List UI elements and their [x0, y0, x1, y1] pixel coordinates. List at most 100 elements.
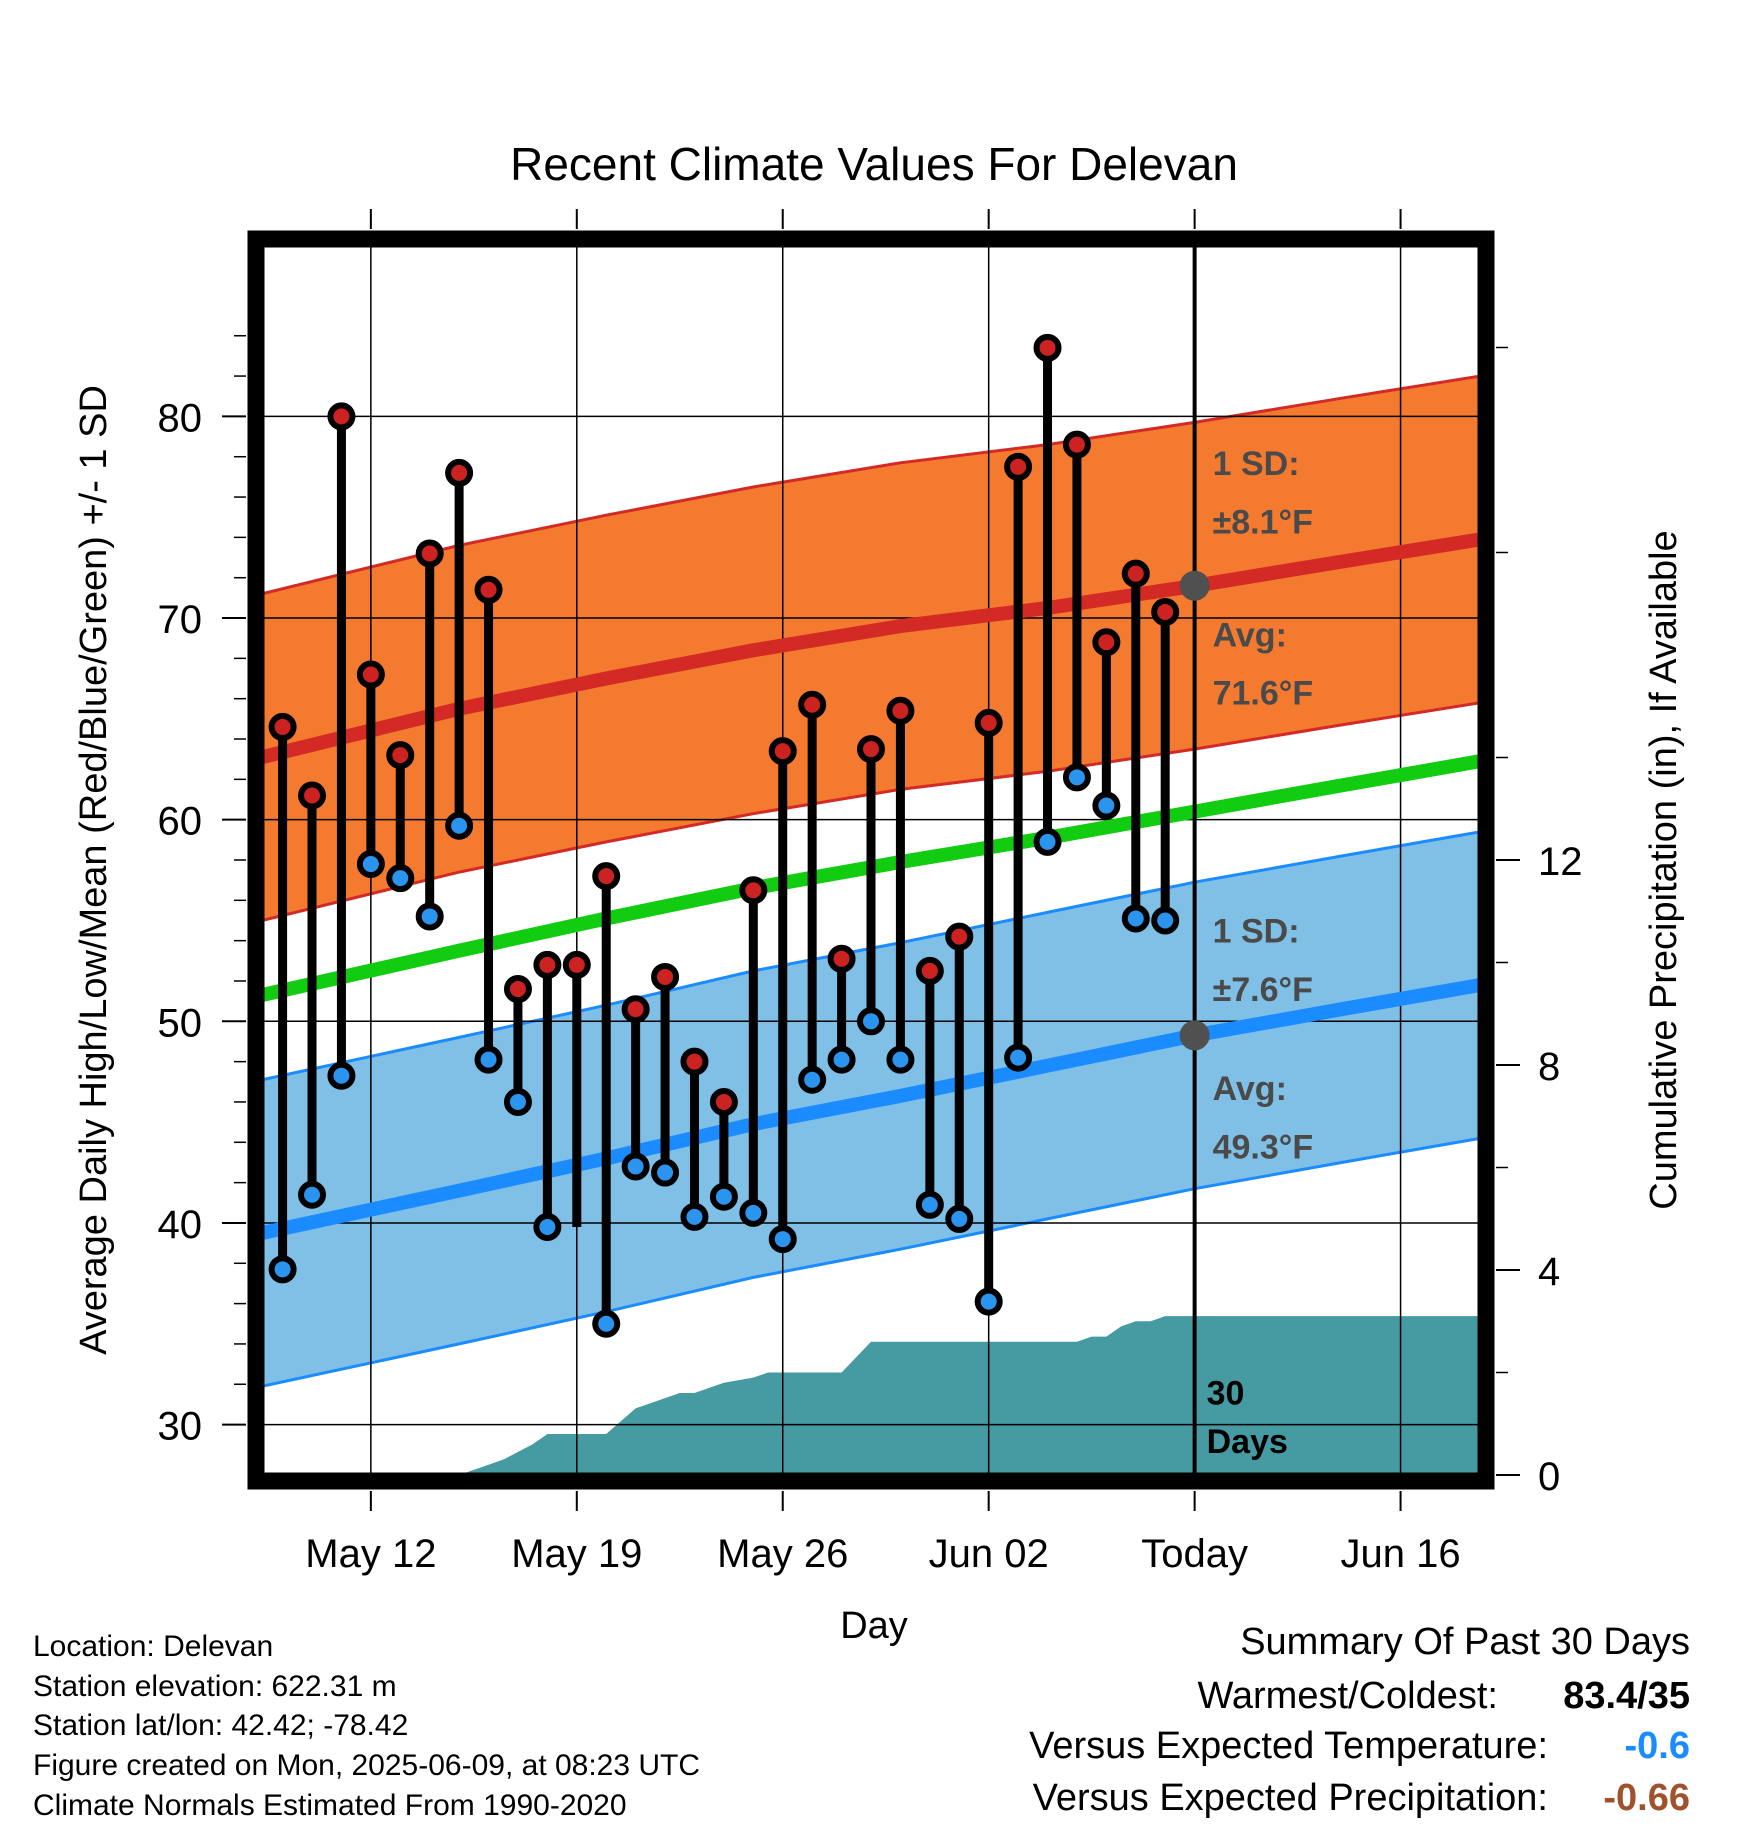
summary-warmest-value: 83.4/35 — [1563, 1675, 1690, 1717]
daily-low-marker — [386, 864, 415, 893]
low-avg-value: 49.3°F — [1213, 1128, 1314, 1166]
daily-low-marker — [298, 1180, 327, 1209]
low-sd-band-lower — [262, 1136, 1480, 1388]
daily-high-marker — [327, 402, 356, 431]
y2-axis-label: Cumulative Precipitation (in), If Availa… — [1643, 530, 1685, 1209]
summary-precip-row: Versus Expected Precipitation: -0.66 — [1033, 1774, 1690, 1822]
today-low-avg-marker — [1179, 1020, 1210, 1051]
x-tick-label: Today — [1141, 1532, 1248, 1576]
daily-high-marker — [768, 737, 797, 766]
summary-temp-label: Versus Expected Temperature: — [1029, 1725, 1548, 1767]
daily-high-marker — [680, 1047, 709, 1076]
x-tick-label: May 12 — [305, 1532, 436, 1576]
daily-low-marker — [503, 1087, 532, 1116]
y-axis-label: Average Daily High/Low/Mean (Red/Blue/Gr… — [73, 385, 115, 1355]
daily-high-marker — [386, 741, 415, 770]
low-avg-label: Avg: — [1213, 1070, 1287, 1108]
plot-area — [262, 245, 1480, 1475]
daily-high-marker — [1092, 628, 1121, 657]
daily-high-marker — [298, 781, 327, 810]
x-tick-label: May 26 — [717, 1532, 848, 1576]
daily-low-marker — [1004, 1043, 1033, 1072]
plot-frame — [247, 230, 1495, 1490]
high-sd-value: ±8.1°F — [1213, 503, 1313, 541]
daily-high-marker — [503, 975, 532, 1004]
y-tick-label: 40 — [158, 1203, 203, 1247]
summary-warmest-label: Warmest/Coldest: — [1197, 1675, 1498, 1717]
daily-low-marker — [592, 1309, 621, 1338]
daily-high-marker — [474, 575, 503, 604]
daily-high-marker — [533, 950, 562, 979]
y-tick-label: 70 — [158, 598, 203, 642]
daily-low-marker — [1151, 906, 1180, 935]
x-tick-label: Jun 16 — [1341, 1532, 1461, 1576]
daily-high-marker — [1151, 597, 1180, 626]
summary-warmest-row: Warmest/Coldest: 83.4/35 — [1197, 1672, 1690, 1720]
daily-low-marker — [651, 1158, 680, 1187]
daily-low-marker — [886, 1045, 915, 1074]
daily-high-marker — [886, 696, 915, 725]
days-label-text: Days — [1207, 1423, 1288, 1461]
days-label-number: 30 — [1207, 1374, 1245, 1412]
precip-area — [262, 1316, 1480, 1475]
daily-low-marker — [1033, 827, 1062, 856]
daily-low-marker — [827, 1045, 856, 1074]
daily-high-marker — [798, 690, 827, 719]
avg-low-line — [262, 978, 1480, 1240]
x-axis-label: Day — [840, 1605, 908, 1647]
y-tick-label: 50 — [158, 1001, 203, 1045]
daily-high-marker — [592, 862, 621, 891]
daily-high-marker — [445, 458, 474, 487]
info-location: Location: Delevan — [33, 1630, 274, 1663]
daily-low-marker — [327, 1061, 356, 1090]
daily-low-marker — [621, 1152, 650, 1181]
summary-precip-value: -0.66 — [1603, 1777, 1690, 1819]
daily-low-marker — [739, 1198, 768, 1227]
high-sd-label: 1 SD: — [1213, 445, 1300, 483]
daily-low-marker — [268, 1255, 297, 1284]
daily-high-marker — [739, 876, 768, 905]
high-sd-band — [262, 376, 1480, 921]
high-avg-value: 71.6°F — [1213, 675, 1314, 713]
daily-high-marker — [827, 944, 856, 973]
y2-tick-label: 12 — [1538, 840, 1583, 884]
daily-high-marker — [1004, 452, 1033, 481]
high-avg-label: Avg: — [1213, 616, 1287, 654]
daily-high-marker — [562, 950, 591, 979]
y-tick-label: 30 — [158, 1405, 203, 1449]
x-tick-label: May 19 — [511, 1532, 642, 1576]
daily-low-marker — [1092, 791, 1121, 820]
daily-high-marker — [915, 956, 944, 985]
summary-precip-label: Versus Expected Precipitation: — [1032, 1777, 1548, 1819]
summary-temp-row: Versus Expected Temperature: -0.6 — [1029, 1722, 1690, 1770]
high-sd-band-upper — [262, 374, 1480, 596]
info-normals: Climate Normals Estimated From 1990-2020 — [33, 1789, 627, 1822]
y-tick-label: 80 — [158, 396, 203, 440]
summary-temp-value: -0.6 — [1624, 1725, 1690, 1767]
daily-high-marker — [621, 995, 650, 1024]
daily-low-marker — [533, 1212, 562, 1241]
daily-low-marker — [857, 1007, 885, 1036]
daily-high-marker — [857, 735, 885, 764]
daily-high-marker — [945, 922, 974, 951]
y2-tick-label: 8 — [1538, 1045, 1560, 1089]
daily-high-marker — [268, 712, 297, 741]
daily-high-marker — [1062, 430, 1091, 459]
low-sd-band — [262, 831, 1480, 1387]
daily-low-marker — [445, 811, 474, 840]
daily-low-marker — [680, 1202, 709, 1231]
daily-low-marker — [974, 1287, 1003, 1316]
info-elevation: Station elevation: 622.31 m — [33, 1670, 397, 1703]
daily-low-marker — [945, 1204, 974, 1233]
chart-title: Recent Climate Values For Delevan — [510, 138, 1238, 190]
avg-high-line — [262, 532, 1480, 764]
daily-low-marker — [768, 1225, 797, 1254]
summary-title: Summary Of Past 30 Days — [1240, 1621, 1690, 1663]
daily-low-marker — [415, 902, 444, 931]
daily-low-marker — [474, 1045, 503, 1074]
info-created: Figure created on Mon, 2025-06-09, at 08… — [33, 1749, 701, 1782]
y2-tick-label: 4 — [1538, 1250, 1560, 1294]
daily-high-marker — [415, 539, 444, 568]
daily-high-marker — [974, 708, 1003, 737]
